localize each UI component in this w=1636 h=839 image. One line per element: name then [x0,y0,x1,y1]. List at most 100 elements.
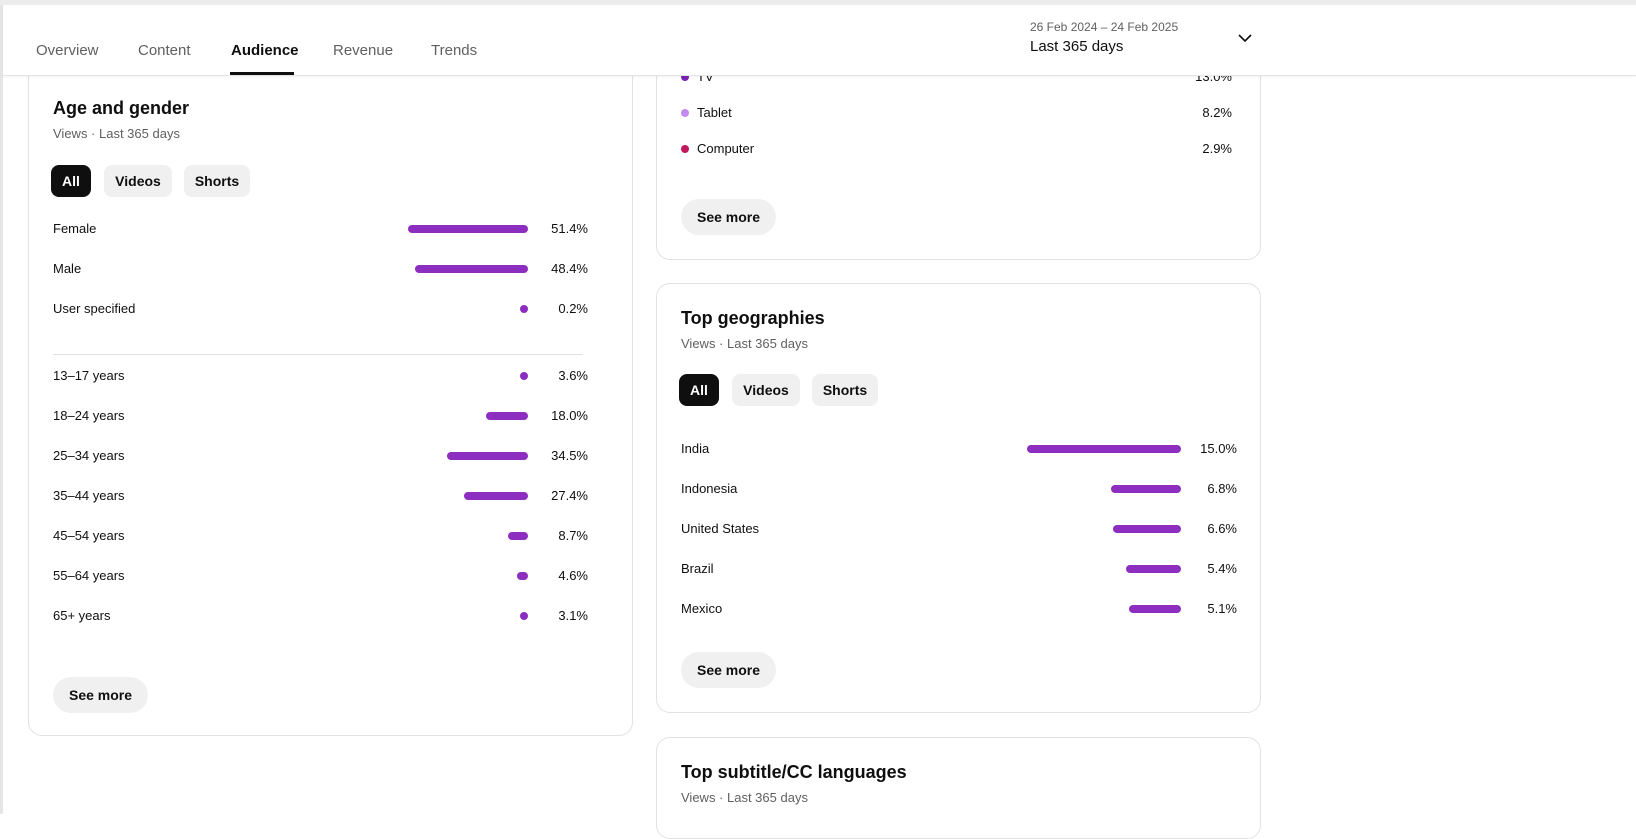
row-value: 27.4% [551,488,588,503]
tab-revenue[interactable]: Revenue [333,42,394,59]
card-subtitle: Views · Last 365 days [681,336,808,351]
stat-row: User specified 0.2% [53,299,588,319]
computer-legend-dot [681,145,689,153]
stat-row: 35–44 years 27.4% [53,486,588,506]
row-value: 51.4% [551,221,588,236]
geographies-see-more-button[interactable]: See more [681,652,777,688]
row-bar [1113,525,1181,533]
top-geographies-card: Top geographies Views · Last 365 days Al… [656,283,1261,713]
stat-row: Female 51.4% [53,219,588,239]
row-value: 3.6% [558,368,588,383]
left-border [0,0,3,814]
date-range-label: Last 365 days [1030,38,1124,55]
row-value: 34.5% [551,448,588,463]
stat-row: 45–54 years 8.7% [53,526,588,546]
card-subtitle: Views · Last 365 days [681,790,808,805]
top-border [0,0,1636,5]
row-label: 65+ years [53,608,111,623]
tab-overview[interactable]: Overview [36,42,99,59]
chevron-down-icon[interactable] [1236,29,1254,47]
chip-shorts[interactable]: Shorts [184,165,250,197]
device-value: 8.2% [1202,105,1232,120]
row-value: 15.0% [1200,441,1237,456]
stat-row: Brazil 5.4% [681,559,1237,579]
row-bar [508,532,528,540]
row-bar [520,372,528,380]
card-title: Top geographies [681,308,825,328]
active-tab-indicator [230,72,294,75]
row-bar [1027,445,1181,453]
row-value: 6.8% [1207,481,1237,496]
analytics-header: Overview Content Audience Revenue Trends… [3,5,1636,76]
row-label: 55–64 years [53,568,125,583]
card-title: Age and gender [53,98,190,118]
tab-trends[interactable]: Trends [431,42,478,59]
stat-row: Mexico 5.1% [681,599,1237,619]
tab-audience[interactable]: Audience [231,42,299,59]
divider [53,354,583,355]
row-label: Male [53,261,82,276]
stat-row: Male 48.4% [53,259,588,279]
age-gender-card: Age and gender Views · Last 365 days All… [28,60,633,736]
row-label: 25–34 years [53,448,125,463]
row-label: User specified [53,301,136,316]
row-label: United States [681,521,760,536]
stat-row: United States 6.6% [681,519,1237,539]
row-bar [486,412,528,420]
row-label: Indonesia [681,481,738,496]
chip-all[interactable]: All [679,374,719,406]
chip-shorts[interactable]: Shorts [812,374,878,406]
row-bar [517,572,528,580]
row-value: 5.1% [1207,601,1237,616]
devices-see-more-button[interactable]: See more [681,199,777,235]
row-bar [447,452,528,460]
stat-row: India 15.0% [681,439,1237,459]
stat-row: 18–24 years 18.0% [53,406,588,426]
row-bar [520,305,528,313]
device-label: Tablet [697,105,732,120]
row-value: 48.4% [551,261,588,276]
stat-row: Indonesia 6.8% [681,479,1237,499]
card-title: Top subtitle/CC languages [681,762,907,782]
stat-row: 55–64 years 4.6% [53,566,588,586]
row-label: 45–54 years [53,528,125,543]
tv-legend-dot [681,73,689,81]
age-gender-see-more-button[interactable]: See more [53,677,149,713]
stat-row: 25–34 years 34.5% [53,446,588,466]
row-bar [1111,485,1181,493]
stat-row: 65+ years 3.1% [53,606,588,626]
row-label: Mexico [681,601,723,616]
tab-content[interactable]: Content [138,42,191,59]
chip-videos[interactable]: Videos [732,374,800,406]
row-value: 3.1% [558,608,588,623]
row-bar [1126,565,1181,573]
row-value: 8.7% [558,528,588,543]
stat-row: 13–17 years 3.6% [53,366,588,386]
row-value: 0.2% [558,301,588,316]
device-row-computer: Computer 2.9% [681,139,1236,159]
top-subtitle-languages-card: Top subtitle/CC languages Views · Last 3… [656,737,1261,839]
chip-videos[interactable]: Videos [104,165,172,197]
device-label: Computer [697,141,755,156]
row-value: 5.4% [1207,561,1237,576]
row-bar [1129,605,1181,613]
chip-all[interactable]: All [51,165,91,197]
tablet-legend-dot [681,109,689,117]
row-label: India [681,441,710,456]
row-bar [408,225,528,233]
row-value: 18.0% [551,408,588,423]
card-subtitle: Views · Last 365 days [53,126,180,141]
device-value: 2.9% [1202,141,1232,156]
row-value: 4.6% [558,568,588,583]
row-bar [464,492,528,500]
row-label: 35–44 years [53,488,125,503]
date-range-text: 26 Feb 2024 – 24 Feb 2025 [1030,20,1179,34]
row-value: 6.6% [1207,521,1237,536]
row-label: 18–24 years [53,408,125,423]
row-bar [415,265,528,273]
row-label: Brazil [681,561,714,576]
row-label: 13–17 years [53,368,125,383]
row-bar [520,612,528,620]
row-label: Female [53,221,97,236]
device-row-tablet: Tablet 8.2% [681,103,1236,123]
